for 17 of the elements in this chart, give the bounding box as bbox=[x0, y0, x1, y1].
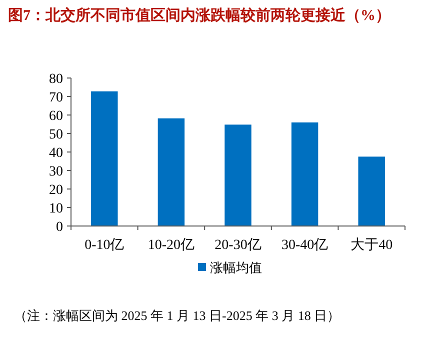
x-tick-label: 10-20亿 bbox=[148, 237, 195, 253]
y-tick-label: 50 bbox=[49, 128, 63, 142]
chart-title: 图7：北交所不同市值区间内涨跌幅较前两轮更接近（%） bbox=[8, 6, 392, 26]
y-tick-label: 0 bbox=[56, 220, 63, 235]
y-tick-label: 10 bbox=[49, 202, 63, 216]
y-tick-label: 20 bbox=[49, 183, 63, 198]
text: （注：涨幅区间为 2025 年 1 月 13 日-2025 年 3 月 18 日） bbox=[14, 307, 342, 325]
x-tick-label: 30-40亿 bbox=[281, 237, 328, 253]
y-tick-label: 70 bbox=[49, 90, 63, 106]
y-tick-label: 60 bbox=[49, 109, 63, 124]
y-tick-label: 40 bbox=[49, 146, 63, 161]
x-tick-label: 0-10亿 bbox=[84, 237, 124, 253]
legend-label: 涨幅均值 bbox=[210, 260, 262, 275]
y-tick-label: 80 bbox=[49, 72, 63, 87]
x-tick-label: 20-30亿 bbox=[214, 237, 262, 253]
y-tick-label: 30 bbox=[49, 164, 63, 180]
x-tick-label: 大于40 bbox=[350, 237, 393, 253]
